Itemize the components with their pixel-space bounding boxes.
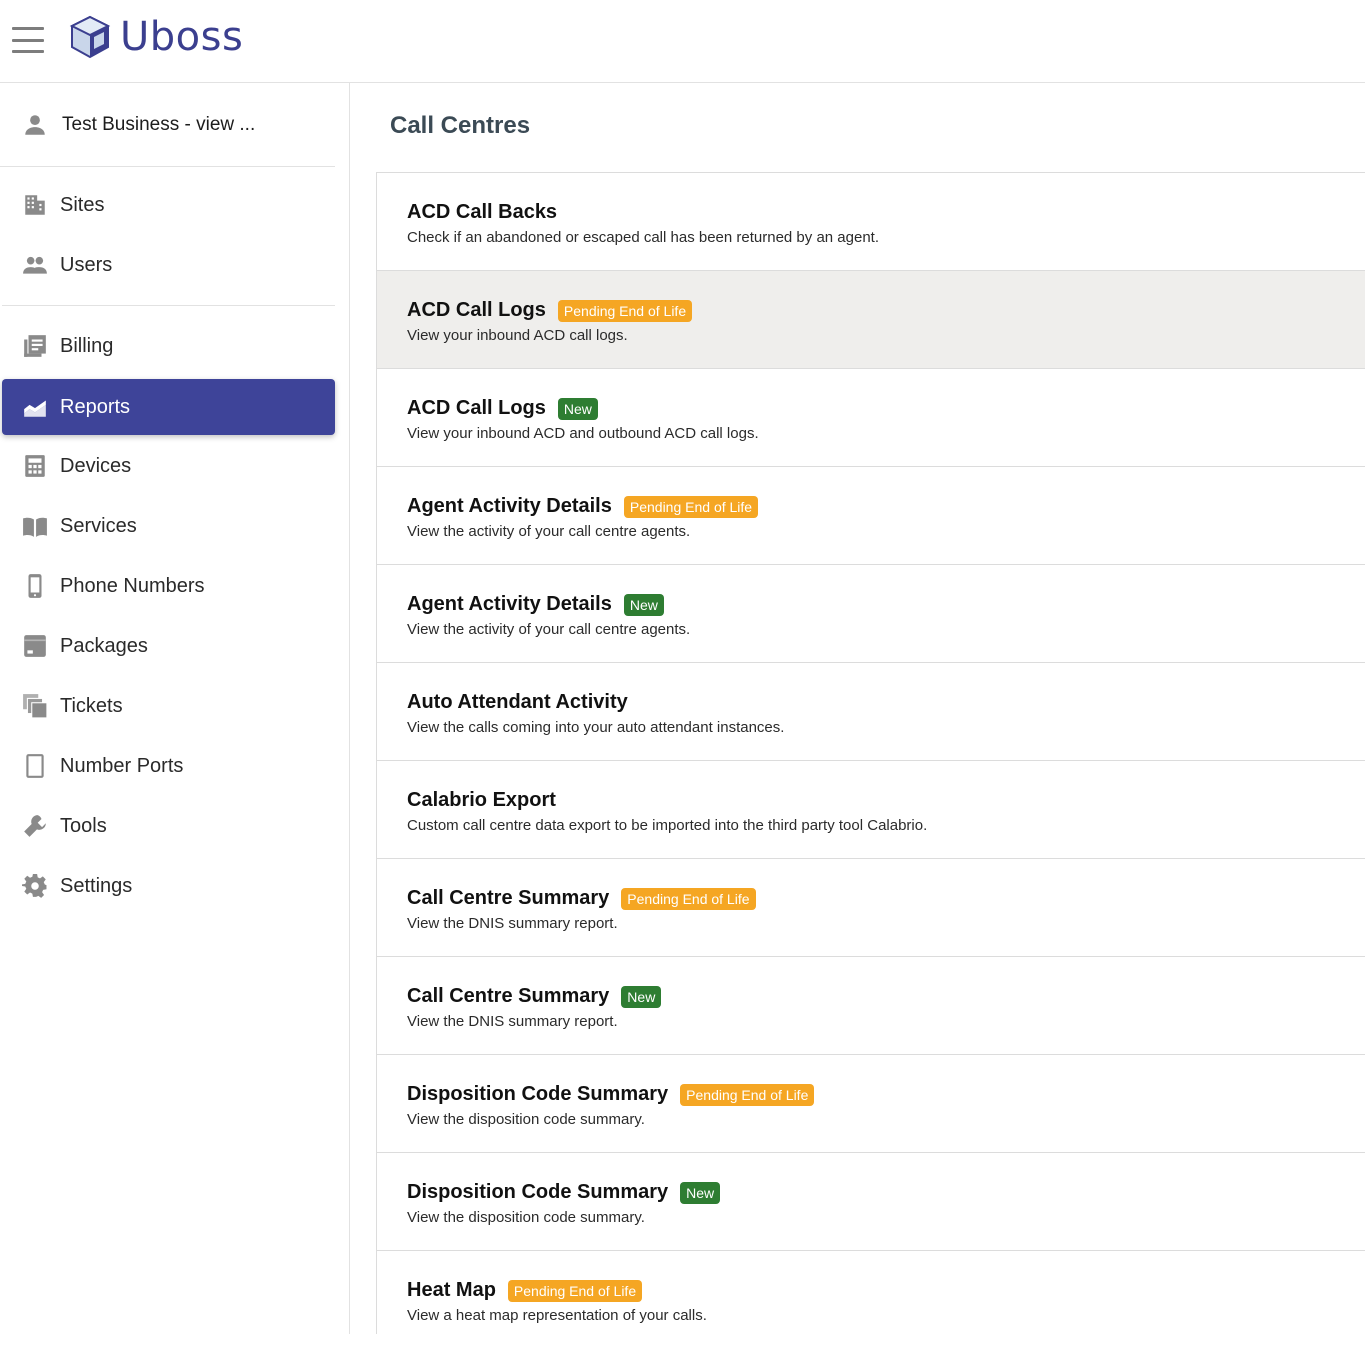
group-icon (22, 252, 48, 278)
brand-name: Uboss (120, 14, 244, 60)
sidebar-item-tickets[interactable]: Tickets (2, 678, 335, 734)
report-description: View the disposition code summary. (407, 1111, 645, 1128)
sidebar-item-billing[interactable]: Billing (2, 318, 335, 374)
report-title: Disposition Code Summary (407, 1083, 669, 1105)
gear-icon (22, 873, 48, 899)
account-selector[interactable]: Test Business - view ... (0, 83, 335, 167)
sidebar-item-services[interactable]: Services (2, 498, 335, 554)
sidebar-item-label: Packages (60, 634, 148, 657)
report-row-call-centre-summary-new[interactable]: Call Centre Summary New View the DNIS sum… (377, 957, 1365, 1055)
calculator-icon (22, 453, 48, 479)
book-icon (22, 513, 48, 539)
sidebar-item-reports[interactable]: Reports (2, 379, 335, 435)
report-row-heat-map-eol[interactable]: Heat Map Pending End of Life View a heat … (377, 1251, 1365, 1349)
sidebar-item-devices[interactable]: Devices (2, 438, 335, 494)
report-description: Custom call centre data export to be imp… (407, 817, 928, 834)
tickets-icon (22, 693, 48, 719)
sidebar-item-packages[interactable]: Packages (2, 618, 335, 674)
report-title: ACD Call Backs (407, 201, 558, 223)
report-row-acd-call-backs[interactable]: ACD Call Backs Check if an abandoned or … (377, 173, 1365, 271)
sidebar-item-tools[interactable]: Tools (2, 798, 335, 854)
sidebar-item-label: Settings (60, 874, 133, 897)
building-icon (22, 192, 48, 218)
report-list: ACD Call Backs Check if an abandoned or … (376, 172, 1365, 1334)
package-icon (22, 633, 48, 659)
report-title: Calabrio Export (407, 789, 556, 811)
report-row-auto-attendant-activity[interactable]: Auto Attendant Activity View the calls c… (377, 663, 1365, 761)
report-title: Heat Map (407, 1279, 496, 1301)
tablet-icon (22, 753, 48, 779)
report-row-acd-call-logs-new[interactable]: ACD Call Logs New View your inbound ACD a… (377, 369, 1365, 467)
reports-chart-icon (22, 394, 48, 420)
report-description: View the DNIS summary report. (407, 915, 618, 932)
sidebar-item-label: Billing (60, 334, 114, 357)
new-badge: New (621, 985, 662, 1008)
new-badge: New (623, 593, 664, 616)
brand-logo[interactable]: Uboss (66, 12, 243, 62)
report-description: View the activity of your call centre ag… (407, 621, 691, 638)
account-name: Test Business - view ... (62, 113, 256, 135)
report-title: Agent Activity Details (407, 593, 612, 615)
report-description: View the activity of your call centre ag… (407, 523, 691, 540)
cube-logo-icon (69, 15, 111, 59)
report-title: ACD Call Logs (407, 397, 546, 419)
top-bar: Uboss (0, 0, 1365, 83)
sidebar-item-sites[interactable]: Sites (2, 177, 335, 233)
new-badge: New (680, 1181, 721, 1204)
sidebar-divider (2, 305, 335, 306)
pending-end-of-life-badge: Pending End of Life (621, 887, 756, 910)
report-title: Call Centre Summary (407, 985, 610, 1007)
report-row-call-centre-summary-eol[interactable]: Call Centre Summary Pending End of Life V… (377, 859, 1365, 957)
pending-end-of-life-badge: Pending End of Life (623, 495, 759, 518)
report-description: View the DNIS summary report. (407, 1013, 618, 1030)
sidebar-item-label: Phone Numbers (60, 574, 205, 597)
sidebar-item-settings[interactable]: Settings (2, 858, 335, 914)
report-description: View the disposition code summary. (407, 1209, 645, 1226)
report-title: Auto Attendant Activity (407, 691, 628, 713)
wrench-icon (22, 813, 48, 839)
report-description: View a heat map representation of your c… (407, 1307, 707, 1324)
sidebar-item-label: Services (60, 514, 137, 537)
report-row-agent-activity-eol[interactable]: Agent Activity Details Pending End of Lif… (377, 467, 1365, 565)
report-title: Agent Activity Details (407, 495, 612, 517)
hamburger-menu-icon[interactable] (12, 27, 44, 53)
sidebar-item-label: Reports (60, 395, 131, 418)
new-badge: New (557, 397, 598, 420)
report-title: ACD Call Logs (407, 299, 546, 321)
report-row-disposition-code-summary-new[interactable]: Disposition Code Summary New View the dis… (377, 1153, 1365, 1251)
report-row-agent-activity-new[interactable]: Agent Activity Details New View the activ… (377, 565, 1365, 663)
sidebar: Test Business - view ... Sites Users Bil… (0, 83, 350, 1334)
pending-end-of-life-badge: Pending End of Life (680, 1083, 815, 1106)
sidebar-item-label: Users (60, 253, 113, 276)
report-title: Disposition Code Summary (407, 1181, 669, 1203)
pending-end-of-life-badge: Pending End of Life (507, 1279, 643, 1302)
report-description: Check if an abandoned or escaped call ha… (407, 229, 880, 246)
report-row-acd-call-logs-eol[interactable]: ACD Call Logs Pending End of Life View yo… (377, 271, 1365, 369)
report-description: View the calls coming into your auto att… (407, 719, 785, 736)
billing-icon (22, 333, 48, 359)
sidebar-item-label: Devices (60, 454, 132, 477)
sidebar-item-label: Tools (60, 814, 107, 837)
person-icon (25, 114, 45, 135)
phone-icon (22, 573, 48, 599)
sidebar-item-label: Sites (60, 193, 105, 216)
report-row-disposition-code-summary-eol[interactable]: Disposition Code Summary Pending End of L… (377, 1055, 1365, 1153)
report-description: View your inbound ACD call logs. (407, 327, 628, 344)
report-description: View your inbound ACD and outbound ACD c… (407, 425, 759, 442)
sidebar-item-users[interactable]: Users (2, 237, 335, 293)
report-title: Call Centre Summary (407, 887, 610, 909)
report-row-calabrio-export[interactable]: Calabrio Export Custom call centre data … (377, 761, 1365, 859)
sidebar-item-label: Number Ports (60, 754, 184, 777)
sidebar-item-phone-numbers[interactable]: Phone Numbers (2, 558, 335, 614)
page-title: Call Centres (390, 112, 531, 139)
pending-end-of-life-badge: Pending End of Life (557, 299, 693, 322)
sidebar-item-number-ports[interactable]: Number Ports (2, 738, 335, 794)
sidebar-item-label: Tickets (60, 694, 123, 717)
